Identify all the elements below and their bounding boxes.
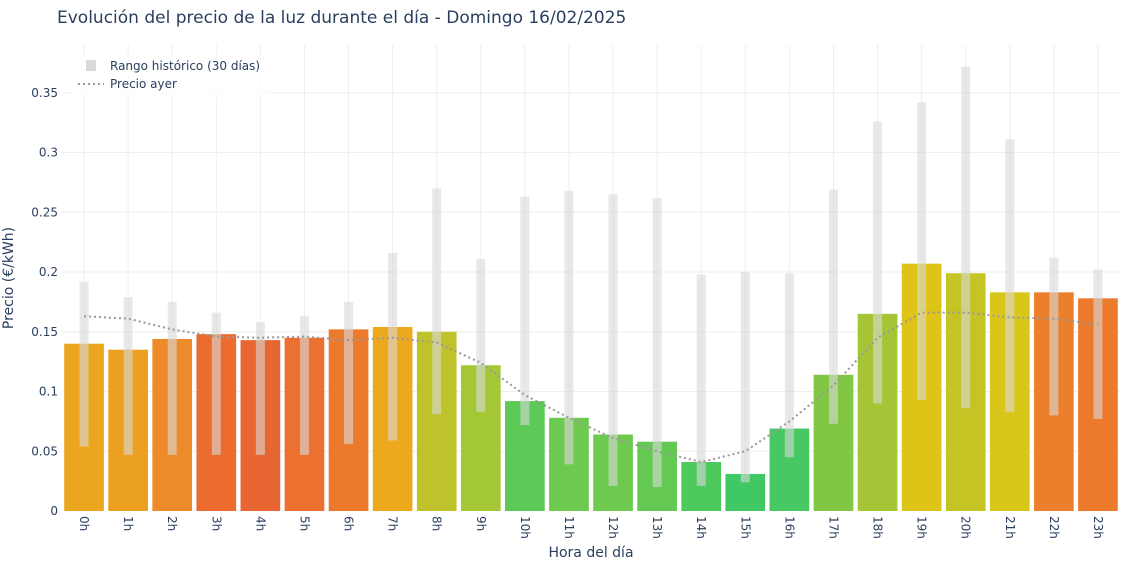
historical-range-bar[interactable] <box>388 252 398 441</box>
x-tick-label: 21h <box>1003 516 1017 539</box>
x-tick-label: 22h <box>1047 516 1061 539</box>
historical-range-bar[interactable] <box>917 102 927 400</box>
x-axis-title: Hora del día <box>548 545 633 561</box>
x-tick-label: 14h <box>694 516 708 539</box>
x-tick-label: 20h <box>959 516 973 539</box>
historical-range-bar[interactable] <box>432 188 442 415</box>
legend-background <box>70 55 270 97</box>
x-tick-label: 5h <box>297 516 311 531</box>
historical-range-bar[interactable] <box>1005 139 1015 412</box>
x-tick-label: 19h <box>915 516 929 539</box>
x-tick-label: 2h <box>165 516 179 531</box>
historical-range-bar[interactable] <box>828 189 838 424</box>
historical-range-bar[interactable] <box>211 312 221 455</box>
legend-label-range: Rango histórico (30 días) <box>110 59 260 73</box>
y-tick-label: 0 <box>50 504 58 518</box>
historical-range-bar[interactable] <box>255 322 265 455</box>
x-tick-label: 15h <box>738 516 752 539</box>
historical-range-bar[interactable] <box>961 66 971 409</box>
x-tick-label: 8h <box>430 516 444 531</box>
y-tick-label: 0.15 <box>31 325 58 339</box>
historical-range-bar[interactable] <box>79 281 89 447</box>
legend-swatch-range <box>86 60 96 71</box>
historical-range-bar[interactable] <box>784 273 794 458</box>
x-tick-label: 10h <box>518 516 532 539</box>
y-tick-label: 0.1 <box>39 385 58 399</box>
x-tick-label: 9h <box>474 516 488 531</box>
x-tick-label: 7h <box>386 516 400 531</box>
x-tick-label: 4h <box>253 516 267 531</box>
historical-range-bar[interactable] <box>123 297 133 455</box>
chart-title: Evolución del precio de la luz durante e… <box>57 8 627 28</box>
historical-range-bar[interactable] <box>873 121 883 404</box>
historical-range-bar[interactable] <box>476 258 486 412</box>
x-tick-label: 3h <box>209 516 223 531</box>
y-axis-title: Precio (€/kWh) <box>1 227 17 329</box>
y-tick-label: 0.35 <box>31 86 58 100</box>
historical-range-bar[interactable] <box>696 274 706 486</box>
y-tick-label: 0.2 <box>39 265 58 279</box>
x-tick-label: 6h <box>342 516 356 531</box>
historical-range-bar[interactable] <box>740 272 750 483</box>
y-tick-label: 0.05 <box>31 444 58 458</box>
y-tick-label: 0.3 <box>39 146 58 160</box>
historical-range-bar[interactable] <box>520 196 530 425</box>
historical-range-bar[interactable] <box>608 194 618 486</box>
x-tick-label: 17h <box>826 516 840 539</box>
historical-range-bar[interactable] <box>564 190 574 465</box>
historical-range-bar[interactable] <box>1049 257 1059 416</box>
x-tick-label: 13h <box>650 516 664 539</box>
historical-range-bar[interactable] <box>652 197 662 488</box>
x-tick-label: 1h <box>121 516 135 531</box>
y-tick-label: 0.25 <box>31 205 58 219</box>
historical-range-bar[interactable] <box>167 301 177 455</box>
x-tick-label: 18h <box>871 516 885 539</box>
x-tick-label: 12h <box>606 516 620 539</box>
historical-range-bar[interactable] <box>344 301 354 445</box>
x-tick-label: 23h <box>1091 516 1105 539</box>
historical-range-bar[interactable] <box>299 316 309 455</box>
x-tick-label: 0h <box>77 516 91 531</box>
legend-label-line: Precio ayer <box>110 77 177 91</box>
historical-range-bar[interactable] <box>1093 269 1103 419</box>
yesterday-price-line[interactable] <box>83 311 1099 464</box>
x-tick-label: 16h <box>782 516 796 539</box>
x-tick-label: 11h <box>562 516 576 539</box>
